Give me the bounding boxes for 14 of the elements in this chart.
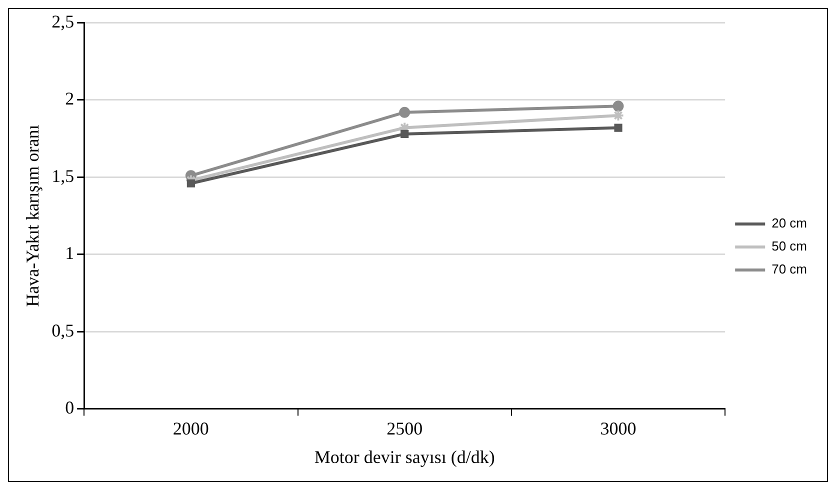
y-tick-label: 1: [65, 243, 74, 264]
x-tick-label: 2500: [386, 418, 423, 438]
y-tick-label: 0,5: [52, 320, 74, 340]
y-axis-title: Hava-Yakıt karışım oranı: [22, 124, 43, 307]
y-tick-label: 0: [65, 398, 74, 418]
legend-label: 70 cm: [772, 262, 808, 277]
x-tick-label: 2000: [172, 418, 209, 438]
y-tick-label: 2,5: [52, 12, 74, 32]
x-tick-label: 3000: [600, 418, 636, 438]
y-tick-label: 1,5: [52, 166, 74, 186]
y-tick-label: 2: [65, 88, 74, 109]
legend-label: 20 cm: [772, 216, 808, 231]
legend-label: 50 cm: [772, 238, 808, 254]
x-axis-title: Motor devir sayısı (d/dk): [314, 446, 495, 467]
